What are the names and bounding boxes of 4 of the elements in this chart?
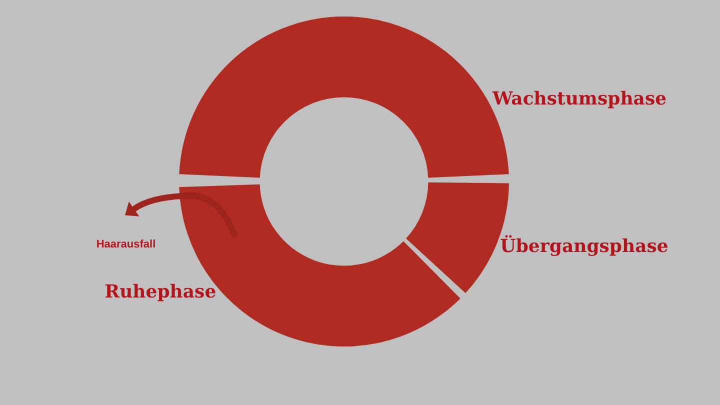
slice-label: Ruhephase [104, 281, 216, 302]
slice-label: Übergangsphase [500, 235, 668, 258]
slice-label: Wachstumsphase [492, 88, 667, 110]
text: Haarausfall [96, 238, 156, 251]
